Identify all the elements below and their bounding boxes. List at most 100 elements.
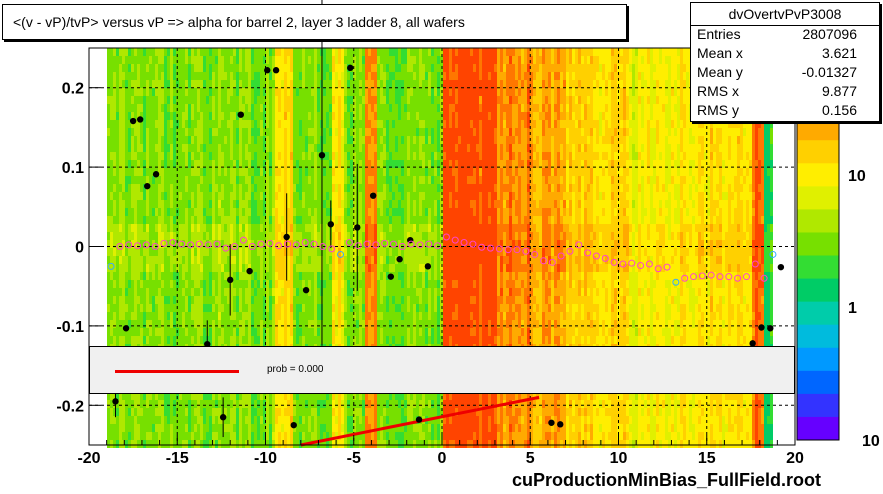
heat-cell — [128, 280, 131, 288]
heat-cell — [269, 56, 272, 64]
heat-cell — [368, 48, 371, 56]
heat-cell — [314, 328, 317, 336]
heat-cell — [323, 48, 326, 56]
heat-cell — [215, 224, 218, 232]
heat-cell — [170, 296, 173, 304]
heat-cell — [266, 104, 269, 112]
heat-cell — [179, 296, 182, 304]
heat-cell — [335, 296, 338, 304]
heat-cell — [359, 288, 362, 296]
heat-cell — [131, 136, 134, 144]
heat-cell — [188, 440, 191, 448]
heat-cell — [260, 416, 263, 424]
heat-cell — [350, 304, 353, 312]
heat-cell — [212, 160, 215, 168]
heat-cell — [209, 144, 212, 152]
heat-cell — [122, 216, 125, 224]
heat-cell — [344, 120, 347, 128]
heat-cell — [245, 232, 248, 240]
heat-cell — [356, 80, 359, 88]
heat-cell — [233, 272, 236, 280]
heat-cell — [203, 192, 206, 200]
heat-cell — [308, 88, 311, 96]
heat-cell — [332, 200, 335, 208]
heat-cell — [374, 232, 377, 240]
heat-cell — [278, 112, 281, 120]
heat-cell — [389, 216, 392, 224]
heat-cell — [254, 416, 257, 424]
heat-cell — [119, 192, 122, 200]
heat-cell — [290, 248, 293, 256]
heat-cell — [212, 328, 215, 336]
heat-cell — [167, 416, 170, 424]
heat-cell — [266, 192, 269, 200]
heat-cell — [212, 96, 215, 104]
heat-cell — [266, 200, 269, 208]
heat-cell — [110, 72, 113, 80]
heat-cell — [353, 160, 356, 168]
heat-cell — [128, 232, 131, 240]
heat-cell — [392, 280, 395, 288]
heat-cell — [329, 272, 332, 280]
heat-cell — [107, 96, 110, 104]
heat-cell — [221, 88, 224, 96]
heat-cell — [275, 400, 278, 408]
heat-cell — [128, 192, 131, 200]
heat-cell — [119, 72, 122, 80]
heat-cell — [119, 248, 122, 256]
heat-cell — [230, 112, 233, 120]
heat-cell — [245, 128, 248, 136]
heat-cell — [152, 192, 155, 200]
heat-cell — [236, 416, 239, 424]
heat-cell — [212, 224, 215, 232]
heat-cell — [200, 112, 203, 120]
heat-cell — [233, 408, 236, 416]
heat-cell — [164, 400, 167, 408]
heat-cell — [371, 272, 374, 280]
heat-cell — [308, 320, 311, 328]
heat-cell — [119, 280, 122, 288]
heat-cell — [260, 392, 263, 400]
heat-cell — [344, 72, 347, 80]
heat-cell — [293, 192, 296, 200]
heat-cell — [332, 120, 335, 128]
heat-cell — [182, 400, 185, 408]
heat-cell — [275, 280, 278, 288]
heat-cell — [164, 232, 167, 240]
heat-cell — [365, 240, 368, 248]
heat-cell — [263, 264, 266, 272]
heat-cell — [341, 112, 344, 120]
heat-cell — [236, 200, 239, 208]
heat-cell — [122, 264, 125, 272]
heat-cell — [122, 232, 125, 240]
heat-cell — [380, 136, 383, 144]
heat-cell — [386, 408, 389, 416]
heat-cell — [146, 288, 149, 296]
heat-cell — [113, 424, 116, 432]
heat-cell — [374, 304, 377, 312]
heat-cell — [269, 416, 272, 424]
heat-cell — [122, 392, 125, 400]
heat-cell — [188, 280, 191, 288]
heat-cell — [338, 72, 341, 80]
heat-cell — [125, 312, 128, 320]
heat-cell — [305, 408, 308, 416]
heat-cell — [371, 112, 374, 120]
heat-cell — [164, 168, 167, 176]
heat-cell — [164, 152, 167, 160]
heat-cell — [128, 216, 131, 224]
heat-cell — [278, 280, 281, 288]
heat-cell — [122, 72, 125, 80]
heat-cell — [290, 192, 293, 200]
heat-cell — [338, 176, 341, 184]
heat-cell — [368, 264, 371, 272]
heat-cell — [398, 400, 401, 408]
heat-cell — [305, 176, 308, 184]
heat-cell — [218, 272, 221, 280]
heat-cell — [305, 152, 308, 160]
heat-cell — [347, 104, 350, 112]
heat-cell — [119, 96, 122, 104]
heat-cell — [140, 168, 143, 176]
heat-cell — [257, 392, 260, 400]
heat-cell — [401, 408, 404, 416]
